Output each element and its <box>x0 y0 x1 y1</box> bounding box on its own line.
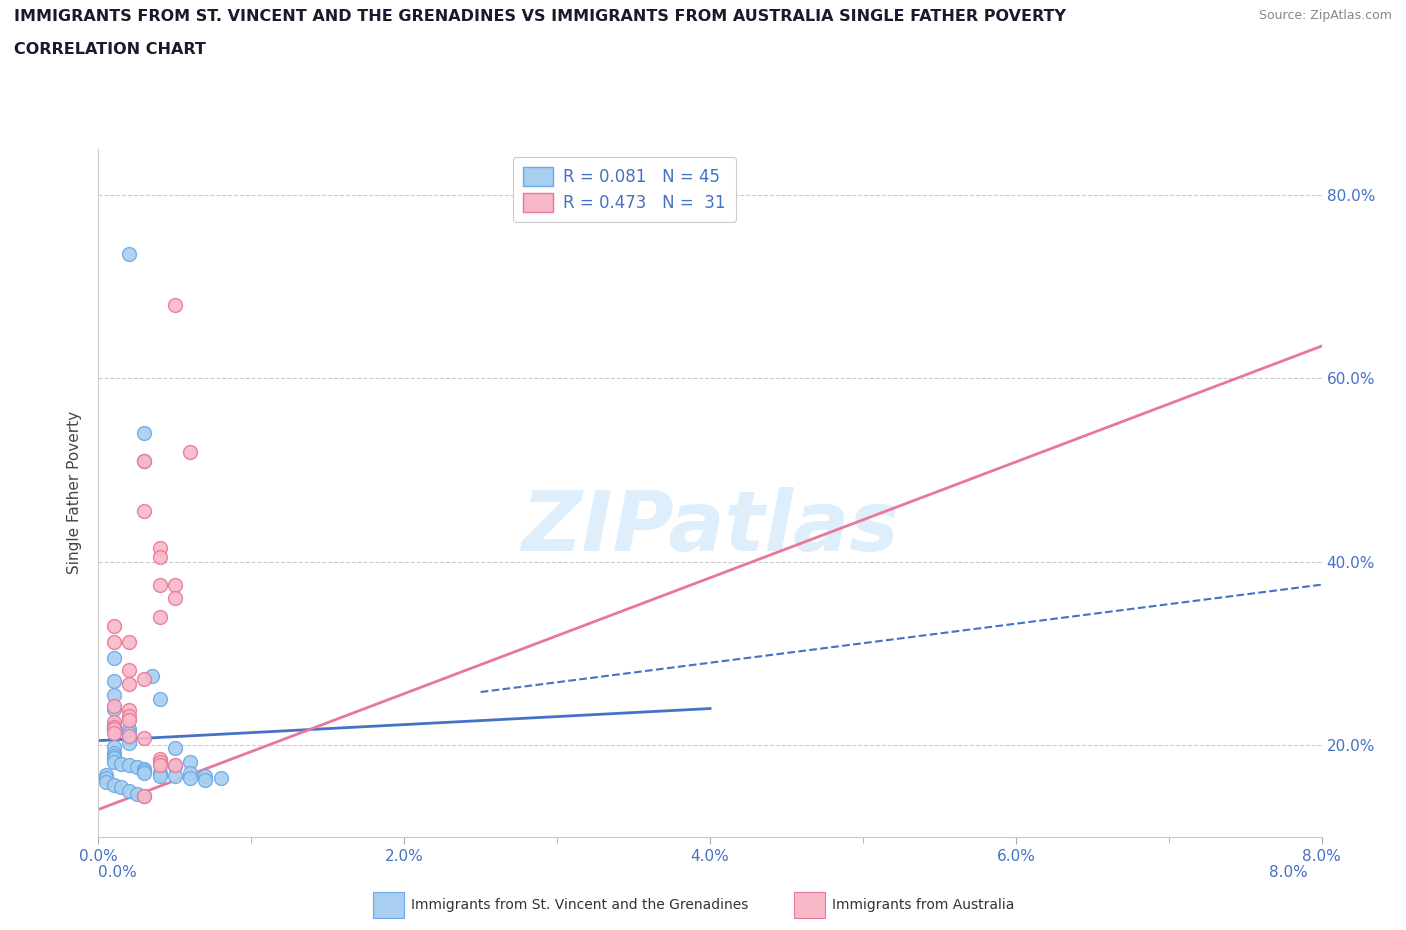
Point <box>194 768 217 783</box>
Point <box>134 764 156 778</box>
Point <box>118 730 141 745</box>
Point <box>125 760 148 775</box>
Point <box>110 756 132 771</box>
Point <box>163 591 186 605</box>
Point <box>103 754 125 769</box>
Point <box>118 784 141 799</box>
Point <box>149 550 172 565</box>
Point <box>118 662 141 677</box>
Text: CORRELATION CHART: CORRELATION CHART <box>14 42 205 57</box>
Point <box>118 728 141 743</box>
Point <box>194 773 217 788</box>
Point <box>118 676 141 691</box>
Point <box>110 780 132 795</box>
Point <box>134 789 156 804</box>
Text: ZIPatlas: ZIPatlas <box>522 486 898 568</box>
Text: 0.0%: 0.0% <box>98 865 138 880</box>
Point <box>209 771 232 786</box>
Point <box>149 768 172 783</box>
Point <box>149 751 172 766</box>
Point <box>134 765 156 780</box>
Point <box>134 453 156 468</box>
Point <box>103 751 125 765</box>
Point <box>179 765 201 780</box>
Point <box>118 246 141 261</box>
Point <box>103 739 125 754</box>
Point <box>118 709 141 724</box>
Point <box>103 698 125 713</box>
Point <box>134 504 156 519</box>
Point <box>103 687 125 702</box>
Text: Immigrants from St. Vincent and the Grenadines: Immigrants from St. Vincent and the Gren… <box>411 897 748 912</box>
Point <box>149 692 172 707</box>
Point <box>103 651 125 666</box>
Point <box>149 758 172 773</box>
Point <box>134 789 156 804</box>
Point <box>103 720 125 735</box>
Point <box>134 762 156 777</box>
Point <box>134 730 156 745</box>
Point <box>163 758 186 773</box>
Point <box>118 703 141 718</box>
Point <box>163 768 186 783</box>
Point <box>103 726 125 741</box>
Point <box>118 722 141 737</box>
Point <box>149 540 172 555</box>
Point <box>125 787 148 802</box>
Point <box>163 759 186 774</box>
Point <box>94 775 117 790</box>
Point <box>94 771 117 786</box>
Point <box>94 767 117 782</box>
Point <box>103 701 125 716</box>
Point <box>163 740 186 755</box>
Point <box>163 298 186 312</box>
Point <box>179 445 201 459</box>
Point <box>103 722 125 737</box>
Point <box>118 736 141 751</box>
Point <box>149 609 172 624</box>
Point <box>103 722 125 737</box>
Point <box>163 578 186 592</box>
Point <box>149 765 172 780</box>
Text: Immigrants from Australia: Immigrants from Australia <box>832 897 1015 912</box>
Point <box>134 453 156 468</box>
Point <box>118 635 141 650</box>
Point <box>118 712 141 727</box>
Text: 8.0%: 8.0% <box>1268 865 1308 880</box>
Point <box>103 618 125 633</box>
Point <box>179 771 201 786</box>
Point <box>103 749 125 764</box>
Point <box>118 726 141 741</box>
Point <box>149 578 172 592</box>
Text: IMMIGRANTS FROM ST. VINCENT AND THE GRENADINES VS IMMIGRANTS FROM AUSTRALIA SING: IMMIGRANTS FROM ST. VINCENT AND THE GREN… <box>14 9 1066 24</box>
Point <box>103 635 125 650</box>
Point <box>179 754 201 769</box>
Y-axis label: Single Father Poverty: Single Father Poverty <box>67 411 83 575</box>
Point <box>103 715 125 730</box>
Point <box>103 718 125 733</box>
Legend: R = 0.081   N = 45, R = 0.473   N =  31: R = 0.081 N = 45, R = 0.473 N = 31 <box>513 157 735 222</box>
Text: Source: ZipAtlas.com: Source: ZipAtlas.com <box>1258 9 1392 22</box>
Point <box>103 673 125 688</box>
Point <box>134 671 156 686</box>
Point <box>103 777 125 792</box>
Point <box>118 758 141 773</box>
Point <box>141 669 163 684</box>
Point <box>103 745 125 760</box>
Point <box>149 754 172 769</box>
Point <box>134 426 156 441</box>
